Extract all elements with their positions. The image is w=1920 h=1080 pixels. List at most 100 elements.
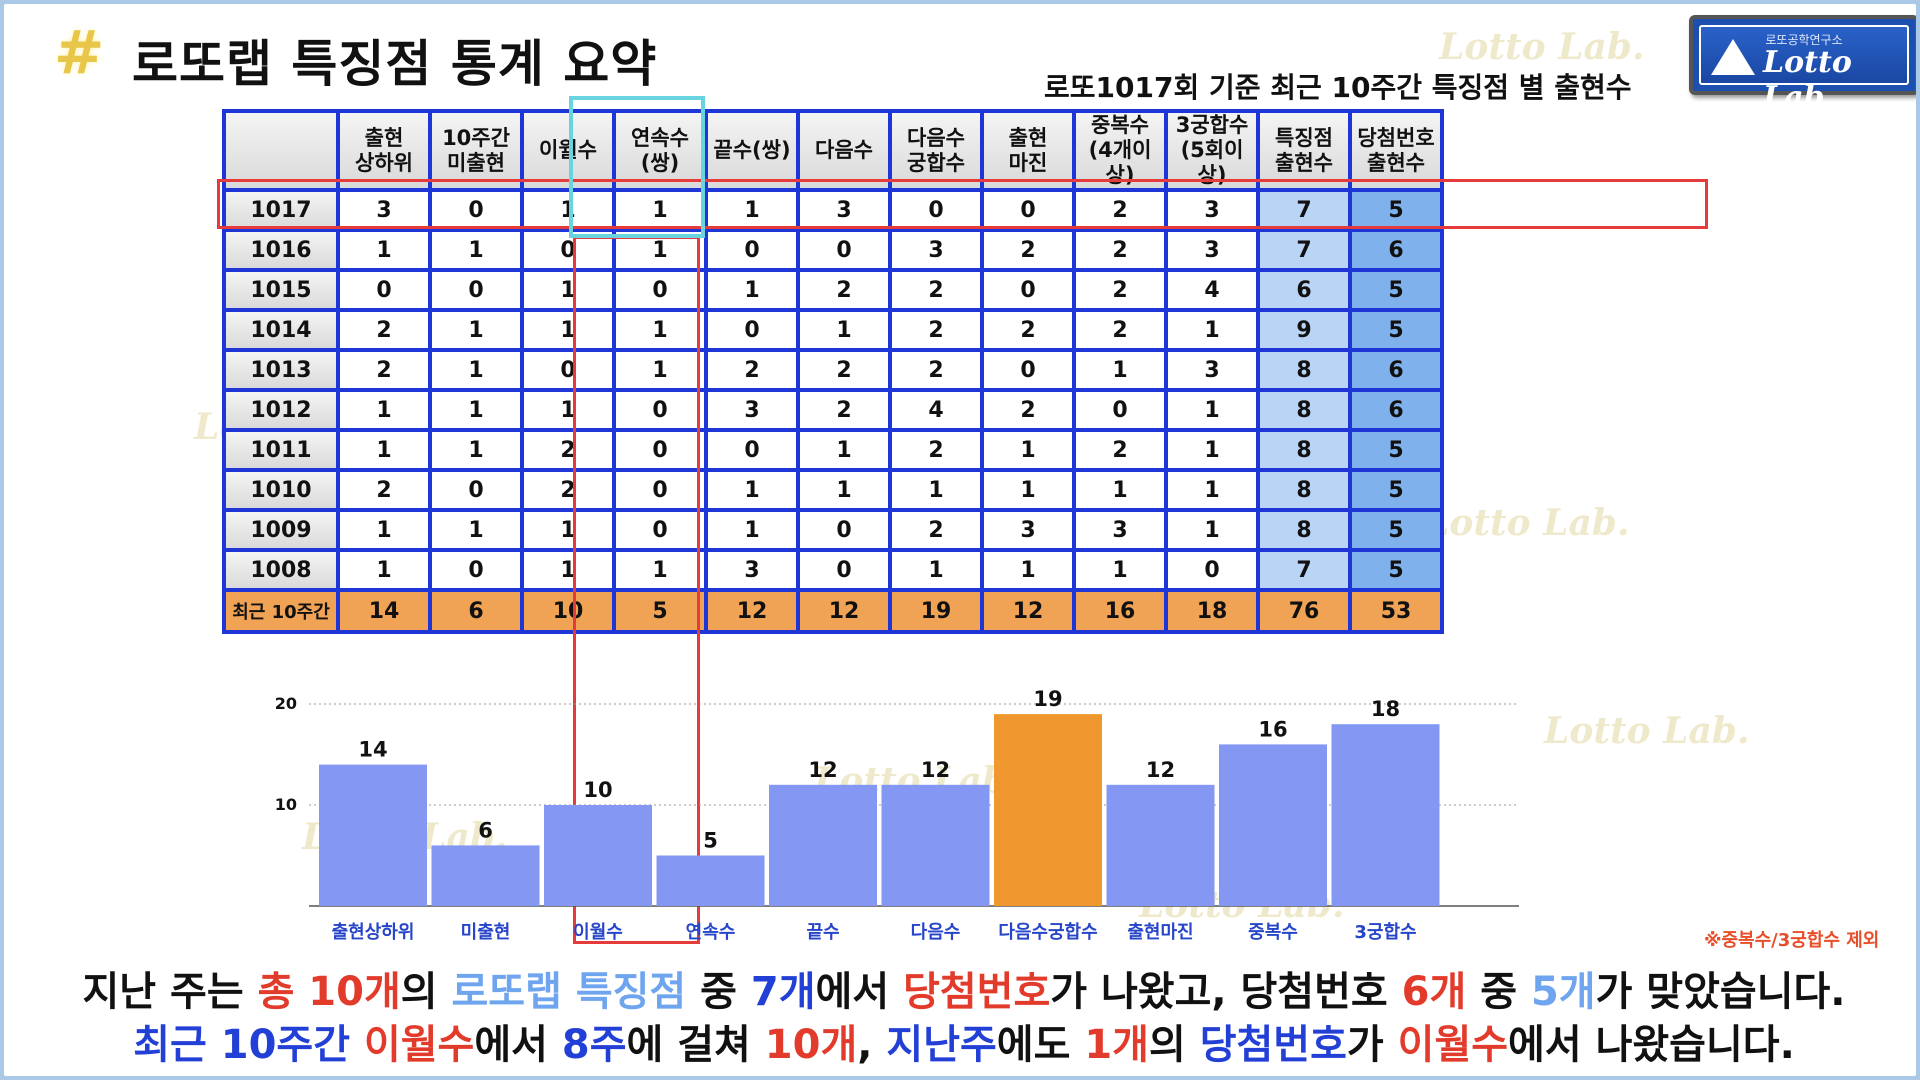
summary-text: 5개: [1530, 969, 1596, 1015]
total-label: 최근 10주간: [222, 588, 340, 634]
summary-text: 6개: [1401, 969, 1467, 1015]
table-cell: 1: [428, 428, 524, 472]
summary-text: 에서: [815, 969, 904, 1015]
table-cell: 2: [888, 508, 984, 552]
summary-text: 의: [1148, 1022, 1200, 1068]
summary-text: 1개: [1084, 1022, 1149, 1068]
bar-value-label: 12: [1146, 758, 1175, 782]
summary-text: 가 나왔고, 당첨번호: [1050, 969, 1402, 1015]
bar: [656, 855, 765, 906]
table-cell: 1: [704, 508, 800, 552]
table-cell: 1: [1072, 548, 1168, 592]
bar: [1219, 744, 1327, 906]
stats-table: 출현 상하위 10주간 미출현 이월수 연속수(쌍) 끝수(쌍) 다음수 다음수 궁합수 출현 마진 중…: [222, 109, 1444, 634]
summary-text: 가: [1346, 1022, 1398, 1068]
table-cell: 5: [1348, 308, 1444, 352]
column-header: [222, 109, 340, 192]
bar: [769, 784, 877, 906]
table-cell: 2: [520, 468, 616, 512]
table-cell: 0: [336, 268, 432, 312]
x-tick-label: 미출현: [461, 922, 511, 943]
summary-text: 에서 나왔습니다.: [1508, 1022, 1795, 1068]
total-cell: 53: [1348, 588, 1444, 634]
table-cell: 2: [1072, 268, 1168, 312]
summary-text: 지난 주는: [82, 969, 258, 1015]
table-cell: 1: [704, 188, 800, 232]
table-cell: 3: [980, 508, 1076, 552]
total-cell: 6: [428, 588, 524, 634]
column-header-line-1: 3궁합수: [1175, 113, 1249, 137]
table-cell: 8: [1256, 348, 1352, 392]
bar-value-label: 12: [808, 758, 837, 782]
column-header: 연속수(쌍): [612, 109, 708, 192]
total-cell: 18: [1164, 588, 1260, 634]
summary-text: 10개: [764, 1022, 858, 1068]
column-header: 10주간 미출현: [428, 109, 524, 192]
table-cell: 0: [704, 428, 800, 472]
table-cell: 0: [612, 468, 708, 512]
table-cell: 0: [796, 508, 892, 552]
summary-text: 최근 10주간: [133, 1022, 351, 1068]
table-cell: 1: [336, 548, 432, 592]
table-cell: 3: [1164, 228, 1260, 272]
column-header-line-2: 궁합수: [907, 150, 965, 175]
table-cell: 1: [336, 428, 432, 472]
table-cell: 6: [1348, 388, 1444, 432]
bar-value-label: 6: [478, 818, 493, 842]
table-cell: 1: [1072, 348, 1168, 392]
table-cell: 2: [980, 228, 1076, 272]
table-cell: 1: [1164, 468, 1260, 512]
table-cell: 8: [1256, 388, 1352, 432]
summary-line-2: 최근 10주간 이월수에서 8주에 걸쳐 10개, 지난주에도 1개의 당첨번호…: [4, 1012, 1916, 1070]
bar-value-label: 16: [1258, 717, 1287, 741]
table-cell: 1: [428, 308, 524, 352]
column-header: 특징점 출현수: [1256, 109, 1352, 192]
column-header: 출현 상하위: [336, 109, 432, 192]
watermark: Lotto Lab.: [1544, 710, 1750, 752]
page-title: 로또랩 특징점 통계 요약: [132, 35, 658, 93]
x-tick-label: 출현상하위: [332, 922, 415, 943]
x-tick-label: 출현마진: [1127, 922, 1193, 943]
summary-text: 당첨번호: [1199, 1022, 1347, 1068]
table-cell: 8: [1256, 508, 1352, 552]
table-cell: 1: [520, 268, 616, 312]
table-cell: 1: [336, 228, 432, 272]
y-tick-label: 10: [275, 795, 297, 814]
y-tick-label: 20: [275, 694, 297, 713]
table-cell: 3: [704, 388, 800, 432]
column-header: 당첨번호 출현수: [1348, 109, 1444, 192]
table-row: 1012 1 1 1 0 3 2 4 2 0 1 8 6: [222, 388, 1444, 432]
bar-value-label: 19: [1033, 687, 1062, 711]
bar: [544, 805, 652, 906]
table-cell: 0: [612, 508, 708, 552]
column-header-line-1: 연속수(쌍): [631, 125, 689, 175]
column-header: 중복수 (4개이상): [1072, 109, 1168, 192]
summary-text: 이월수: [363, 1022, 475, 1068]
summary-text: 에 걸쳐: [626, 1022, 765, 1068]
table-cell: 2: [888, 268, 984, 312]
bar-chart: 10 20 14 출현상하위 6 미출현 10 이월수 5 연속수 12 끝수 12 다음수 19 다음수궁합…: [275, 687, 1519, 943]
x-tick-label: 3궁합수: [1354, 921, 1416, 943]
table-cell: 0: [1164, 548, 1260, 592]
table-cell: 0: [612, 388, 708, 432]
table-cell: 0: [796, 548, 892, 592]
bar: [1331, 724, 1440, 906]
table-cell: 1: [336, 508, 432, 552]
table-cell: 1: [980, 428, 1076, 472]
table-cell: 1: [612, 348, 708, 392]
table-cell: 8: [1256, 428, 1352, 472]
bar-value-label: 18: [1371, 697, 1400, 721]
table-cell: 1: [428, 388, 524, 432]
x-tick-label: 다음수궁합수: [998, 921, 1097, 943]
column-header: 3궁합수 (5회이상): [1164, 109, 1260, 192]
table-cell: 0: [428, 188, 524, 232]
table-cell: 1: [428, 228, 524, 272]
round-label: 1010: [222, 468, 340, 512]
column-header-line-2: 출현수: [1275, 150, 1333, 175]
summary-text: 7개: [750, 969, 816, 1015]
table-cell: 0: [980, 268, 1076, 312]
table-cell: 2: [1072, 228, 1168, 272]
table-cell: 1: [520, 508, 616, 552]
table-cell: 2: [796, 268, 892, 312]
table-cell: 5: [1348, 468, 1444, 512]
